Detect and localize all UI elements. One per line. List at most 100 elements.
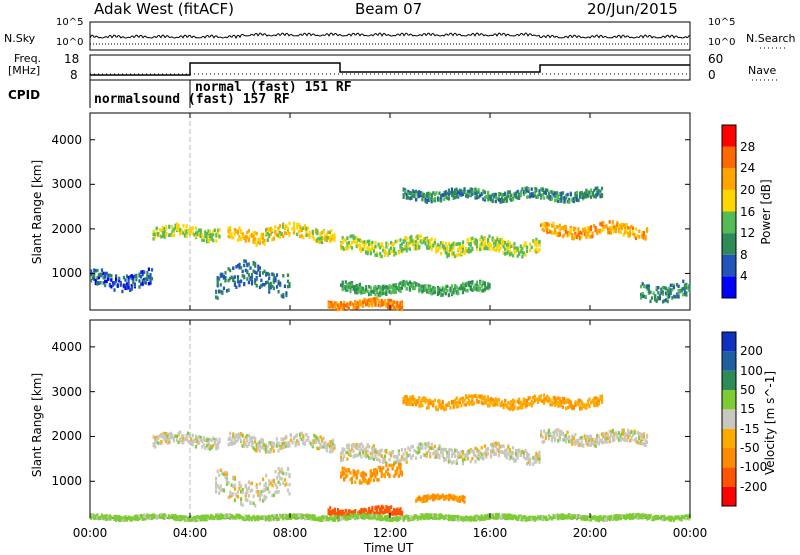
power-cell bbox=[228, 288, 230, 292]
velocity-cell bbox=[428, 442, 430, 446]
velocity-cell bbox=[644, 444, 646, 448]
velocity-cell bbox=[568, 435, 570, 439]
power-cell bbox=[293, 231, 295, 235]
power-cell bbox=[638, 230, 640, 234]
power-cell bbox=[638, 235, 640, 239]
power-cell bbox=[576, 191, 578, 195]
power-cell bbox=[279, 282, 281, 286]
velocity-cell bbox=[357, 471, 359, 475]
velocity-cell bbox=[307, 436, 309, 440]
velocity-cell bbox=[348, 444, 350, 448]
velocity-cell bbox=[302, 438, 304, 442]
power-cell bbox=[256, 284, 258, 288]
power-cell bbox=[370, 286, 372, 290]
velocity-cell bbox=[478, 400, 480, 404]
power-cell bbox=[238, 284, 240, 288]
power-cell bbox=[434, 197, 436, 201]
velocity-cell bbox=[382, 506, 384, 510]
velocity-cell bbox=[266, 445, 268, 449]
velocity-cell bbox=[540, 394, 542, 398]
velocity-cell bbox=[538, 451, 540, 455]
velocity-cell bbox=[449, 406, 451, 410]
power-cell bbox=[217, 281, 219, 285]
power-cell bbox=[538, 244, 540, 248]
velocity-cell bbox=[349, 471, 351, 475]
velocity-cell bbox=[165, 516, 167, 520]
power-cell bbox=[602, 228, 604, 232]
power-cell bbox=[551, 197, 553, 201]
power-cell bbox=[476, 245, 478, 249]
power-cell bbox=[470, 285, 472, 289]
power-cell bbox=[101, 268, 103, 272]
power-panel-frame bbox=[90, 113, 690, 310]
power-cell bbox=[651, 296, 653, 300]
power-cell bbox=[504, 192, 506, 196]
velocity-cell bbox=[518, 398, 520, 402]
power-cell bbox=[256, 232, 258, 236]
power-cell bbox=[117, 284, 119, 288]
power-cell bbox=[610, 231, 612, 235]
power-cell bbox=[513, 242, 515, 246]
power-cell bbox=[168, 225, 170, 229]
velocity-cell bbox=[513, 406, 515, 410]
power-cell bbox=[273, 237, 275, 241]
velocity-cell bbox=[343, 478, 345, 482]
velocity-cell bbox=[463, 500, 465, 504]
power-cell bbox=[632, 227, 634, 231]
velocity-cell bbox=[512, 446, 514, 450]
power-cell bbox=[448, 253, 450, 257]
power-cell bbox=[526, 246, 528, 250]
power-cell bbox=[553, 222, 555, 226]
power-cell bbox=[274, 225, 276, 229]
velocity-cell bbox=[404, 448, 406, 452]
power-cell bbox=[467, 289, 469, 293]
velocity-cell bbox=[342, 458, 344, 462]
power-cell bbox=[138, 279, 140, 283]
velocity-cell bbox=[362, 445, 364, 449]
power-cell bbox=[471, 248, 473, 252]
power-cell bbox=[348, 307, 350, 311]
power-cell bbox=[288, 234, 290, 238]
power-cell bbox=[667, 300, 669, 304]
velocity-cell bbox=[487, 448, 489, 452]
power-cell bbox=[556, 191, 558, 195]
power-cell bbox=[629, 234, 631, 238]
velocity-cell bbox=[384, 475, 386, 479]
power-cell bbox=[120, 283, 122, 287]
power-cell bbox=[488, 247, 490, 251]
power-cell bbox=[243, 264, 245, 268]
power-cell bbox=[445, 242, 447, 246]
power-cell bbox=[232, 266, 234, 270]
velocity-cell bbox=[399, 507, 401, 511]
power-cell bbox=[517, 247, 519, 251]
power-cell bbox=[248, 239, 250, 243]
velocity-cell bbox=[482, 457, 484, 461]
velocity-cell bbox=[381, 449, 383, 453]
power-cell bbox=[146, 271, 148, 275]
velocity-cell bbox=[371, 508, 373, 512]
velocity-cell bbox=[428, 406, 430, 410]
velocity-cell bbox=[643, 435, 645, 439]
power-cell bbox=[401, 286, 403, 290]
power-cell bbox=[248, 281, 250, 285]
velocity-cell bbox=[345, 509, 347, 513]
power-cell bbox=[195, 227, 197, 231]
power-cell bbox=[442, 293, 444, 297]
power-cell bbox=[268, 277, 270, 281]
velocity-cell bbox=[392, 451, 394, 455]
power-cell bbox=[165, 227, 167, 231]
velocity-cell bbox=[457, 405, 459, 409]
power-cell bbox=[316, 229, 318, 233]
velocity-cell bbox=[373, 479, 375, 483]
velocity-cell bbox=[463, 457, 465, 461]
power-cell bbox=[574, 227, 576, 231]
power-cell bbox=[453, 252, 455, 256]
power-cell bbox=[248, 262, 250, 266]
velocity-cell bbox=[304, 442, 306, 446]
velocity-cell bbox=[626, 439, 628, 443]
power-cell bbox=[209, 230, 211, 234]
velocity-cell bbox=[503, 444, 505, 448]
power-cell bbox=[385, 291, 387, 295]
power-cell bbox=[218, 235, 220, 239]
velocity-cell bbox=[454, 454, 456, 458]
